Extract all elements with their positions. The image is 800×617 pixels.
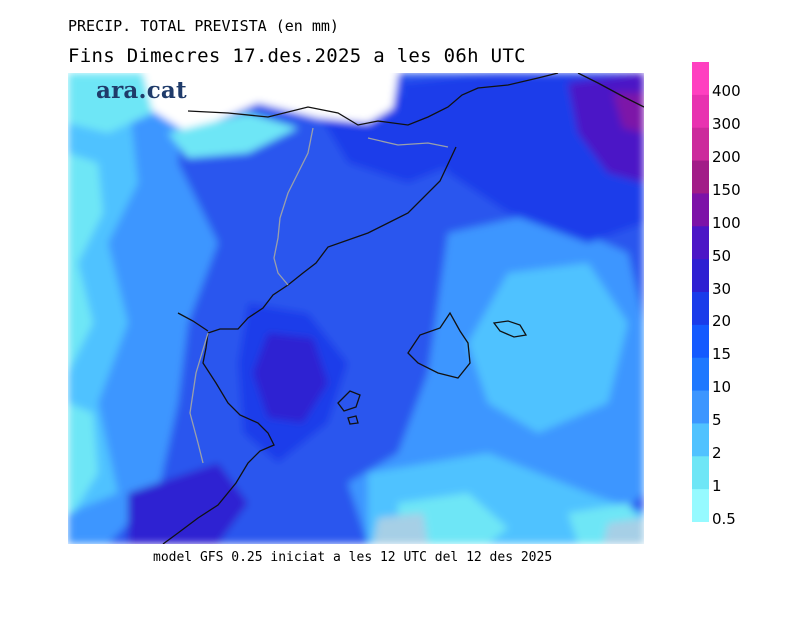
precip-zone-northwest-cyan (68, 73, 153, 133)
island-ibiza (337, 390, 361, 412)
legend-label: 400 (712, 82, 741, 101)
legend-label: 150 (712, 180, 741, 199)
island-formentera (347, 415, 359, 425)
legend-label: 20 (712, 312, 732, 331)
precip-zone-southwest-heavy (128, 463, 248, 544)
border-catalonia-france (367, 137, 449, 148)
island-mallorca (407, 311, 471, 379)
legend-colorbar (692, 62, 709, 522)
legend-label: 10 (712, 378, 732, 397)
legend-swatch (692, 193, 709, 227)
map-subtitle: Fins Dimecres 17.des.2025 a les 06h UTC (68, 45, 526, 67)
border-aragon-coast (177, 312, 209, 332)
legend-swatch (692, 390, 709, 424)
legend-swatch (692, 357, 709, 392)
precip-zone-north-cyan (168, 113, 298, 158)
precip-zone-southeast-pale (603, 518, 644, 544)
legend-label: 100 (712, 213, 741, 232)
model-info: model GFS 0.25 iniciat a les 12 UTC del … (153, 550, 553, 565)
border-valencia-castile (189, 332, 209, 464)
legend-swatch (692, 226, 709, 260)
legend-swatch (692, 292, 709, 326)
coastline-gulf-lion (577, 73, 644, 108)
legend-swatch (692, 456, 709, 490)
legend-label: 200 (712, 148, 741, 167)
precip-zone-north-none (138, 73, 398, 133)
legend-swatch (692, 160, 709, 194)
legend-swatch (692, 62, 709, 96)
legend-label: 2 (712, 443, 722, 462)
legend-swatch (692, 324, 709, 359)
map-title: PRECIP. TOTAL PREVISTA (en mm) (68, 17, 339, 35)
precip-zone-sea-lighter (468, 263, 628, 433)
ara-cat-logo: ara.cat (96, 77, 187, 104)
border-catalonia-aragon (273, 127, 314, 286)
legend-label: 300 (712, 115, 741, 134)
legend-label: 0.5 (712, 509, 736, 528)
precipitation-map (68, 73, 644, 544)
legend-label: 50 (712, 246, 732, 265)
coastline-valencia (162, 332, 275, 544)
precip-zone-west-cyan-2 (68, 403, 98, 513)
precip-zone-west-cyan (68, 153, 103, 373)
legend-label: 1 (712, 476, 722, 495)
legend-swatch (692, 94, 709, 129)
legend-swatch (692, 489, 709, 522)
legend-label: 5 (712, 410, 722, 429)
legend-label: 15 (712, 345, 732, 364)
coastline-france (187, 73, 559, 126)
legend-swatch (692, 127, 709, 162)
coastline-catalonia (207, 146, 457, 334)
island-menorca (492, 320, 528, 338)
legend-swatch (692, 423, 709, 457)
precip-zone-coastal-core (253, 333, 328, 423)
legend-label: 30 (712, 279, 732, 298)
precip-zone-south-pale (373, 513, 428, 544)
legend-swatch (692, 259, 709, 293)
